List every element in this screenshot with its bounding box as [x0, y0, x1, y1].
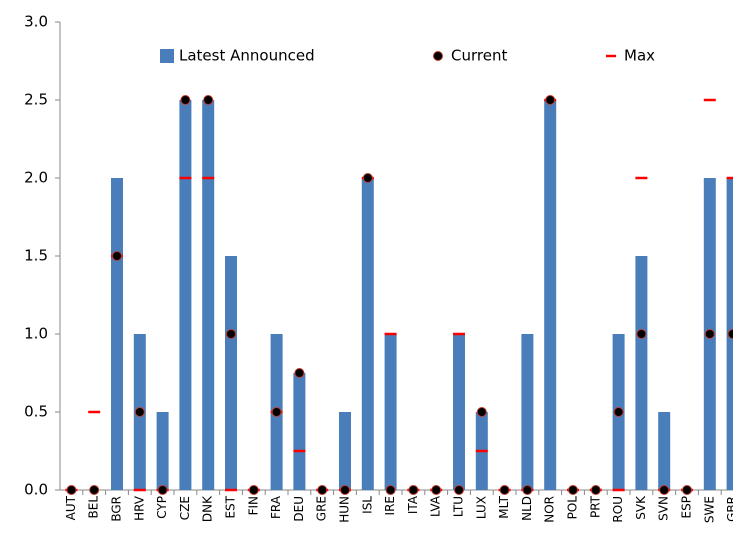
legend-label: Latest Announced — [179, 47, 315, 65]
x-tick-label: LTU — [452, 496, 466, 517]
current-marker — [704, 329, 715, 339]
current-marker — [66, 485, 77, 495]
x-tick-label: MLT — [497, 495, 511, 518]
bar — [202, 100, 215, 490]
y-tick-label: 2.5 — [24, 91, 48, 109]
bar — [179, 100, 192, 490]
bar — [544, 100, 557, 490]
y-tick-label: 0.0 — [24, 481, 48, 499]
bar — [293, 373, 306, 490]
x-tick-label: PRT — [588, 495, 602, 518]
x-tick-label: CZE — [178, 496, 192, 520]
current-marker — [112, 251, 122, 261]
y-tick-label: 1.5 — [24, 247, 48, 265]
current-marker — [408, 485, 419, 495]
x-tick-label: ESP — [680, 496, 694, 518]
current-marker — [134, 407, 145, 417]
current-marker — [659, 485, 670, 495]
current-marker — [590, 485, 601, 495]
current-marker — [636, 329, 647, 339]
current-marker — [248, 485, 259, 495]
bar — [635, 256, 648, 490]
legend-swatch — [433, 51, 443, 61]
bar — [339, 412, 351, 490]
x-tick-label: POL — [566, 496, 580, 520]
x-tick-label: DEU — [292, 496, 306, 522]
x-tick-label: NOR — [543, 496, 557, 523]
current-marker — [317, 485, 328, 495]
current-marker — [499, 485, 510, 495]
x-tick-label: IRE — [383, 496, 397, 515]
x-tick-label: HRV — [132, 495, 146, 521]
x-tick-label: ISL — [360, 496, 374, 514]
x-tick-label: ITA — [406, 495, 420, 514]
bar — [361, 178, 374, 490]
current-marker — [294, 368, 305, 378]
x-tick-label: GRE — [315, 496, 329, 521]
x-tick-label: SVN — [657, 496, 671, 521]
current-marker — [613, 407, 624, 417]
current-marker — [454, 485, 464, 495]
x-tick-label: FIN — [246, 496, 260, 515]
x-tick-label: ROU — [611, 496, 625, 523]
current-marker — [203, 95, 214, 105]
bar — [453, 334, 465, 490]
current-marker — [271, 407, 282, 417]
x-tick-label: LUX — [474, 496, 488, 519]
y-tick-label: 0.5 — [24, 403, 48, 421]
current-marker — [362, 173, 373, 183]
current-marker — [385, 485, 396, 495]
x-tick-label: HUN — [338, 496, 352, 523]
current-marker — [431, 485, 442, 495]
x-tick-label: SVK — [634, 495, 648, 520]
x-tick-label: BEL — [87, 496, 101, 519]
x-tick-label: EST — [224, 495, 238, 518]
current-marker — [89, 485, 100, 495]
bar — [111, 178, 123, 490]
current-marker — [545, 95, 556, 105]
y-tick-label: 3.0 — [24, 13, 48, 31]
current-marker — [476, 407, 487, 417]
current-marker — [180, 95, 191, 105]
x-tick-label: GBR — [725, 496, 733, 522]
current-marker — [522, 485, 533, 495]
bar — [156, 412, 169, 490]
x-tick-label: SWE — [702, 496, 716, 523]
y-tick-label: 2.0 — [24, 169, 48, 187]
x-tick-label: AUT — [64, 495, 78, 520]
legend-label: Max — [624, 47, 655, 65]
y-tick-label: 1.0 — [24, 325, 48, 343]
current-marker — [340, 485, 350, 495]
x-tick-label: BGR — [110, 496, 124, 522]
current-marker — [157, 485, 168, 495]
current-marker — [226, 329, 236, 339]
current-marker — [682, 485, 692, 495]
bar — [521, 334, 534, 490]
x-tick-label: NLD — [520, 496, 534, 521]
current-marker — [568, 485, 578, 495]
x-tick-label: DNK — [201, 495, 215, 522]
legend-label: Current — [451, 47, 507, 65]
bar — [384, 334, 397, 490]
bar — [658, 412, 671, 490]
x-tick-label: FRA — [269, 495, 283, 519]
bar — [225, 256, 237, 490]
legend-swatch — [160, 49, 174, 63]
x-tick-label: LVA — [429, 495, 443, 517]
x-tick-label: CYP — [155, 496, 169, 519]
current-marker — [727, 329, 733, 339]
